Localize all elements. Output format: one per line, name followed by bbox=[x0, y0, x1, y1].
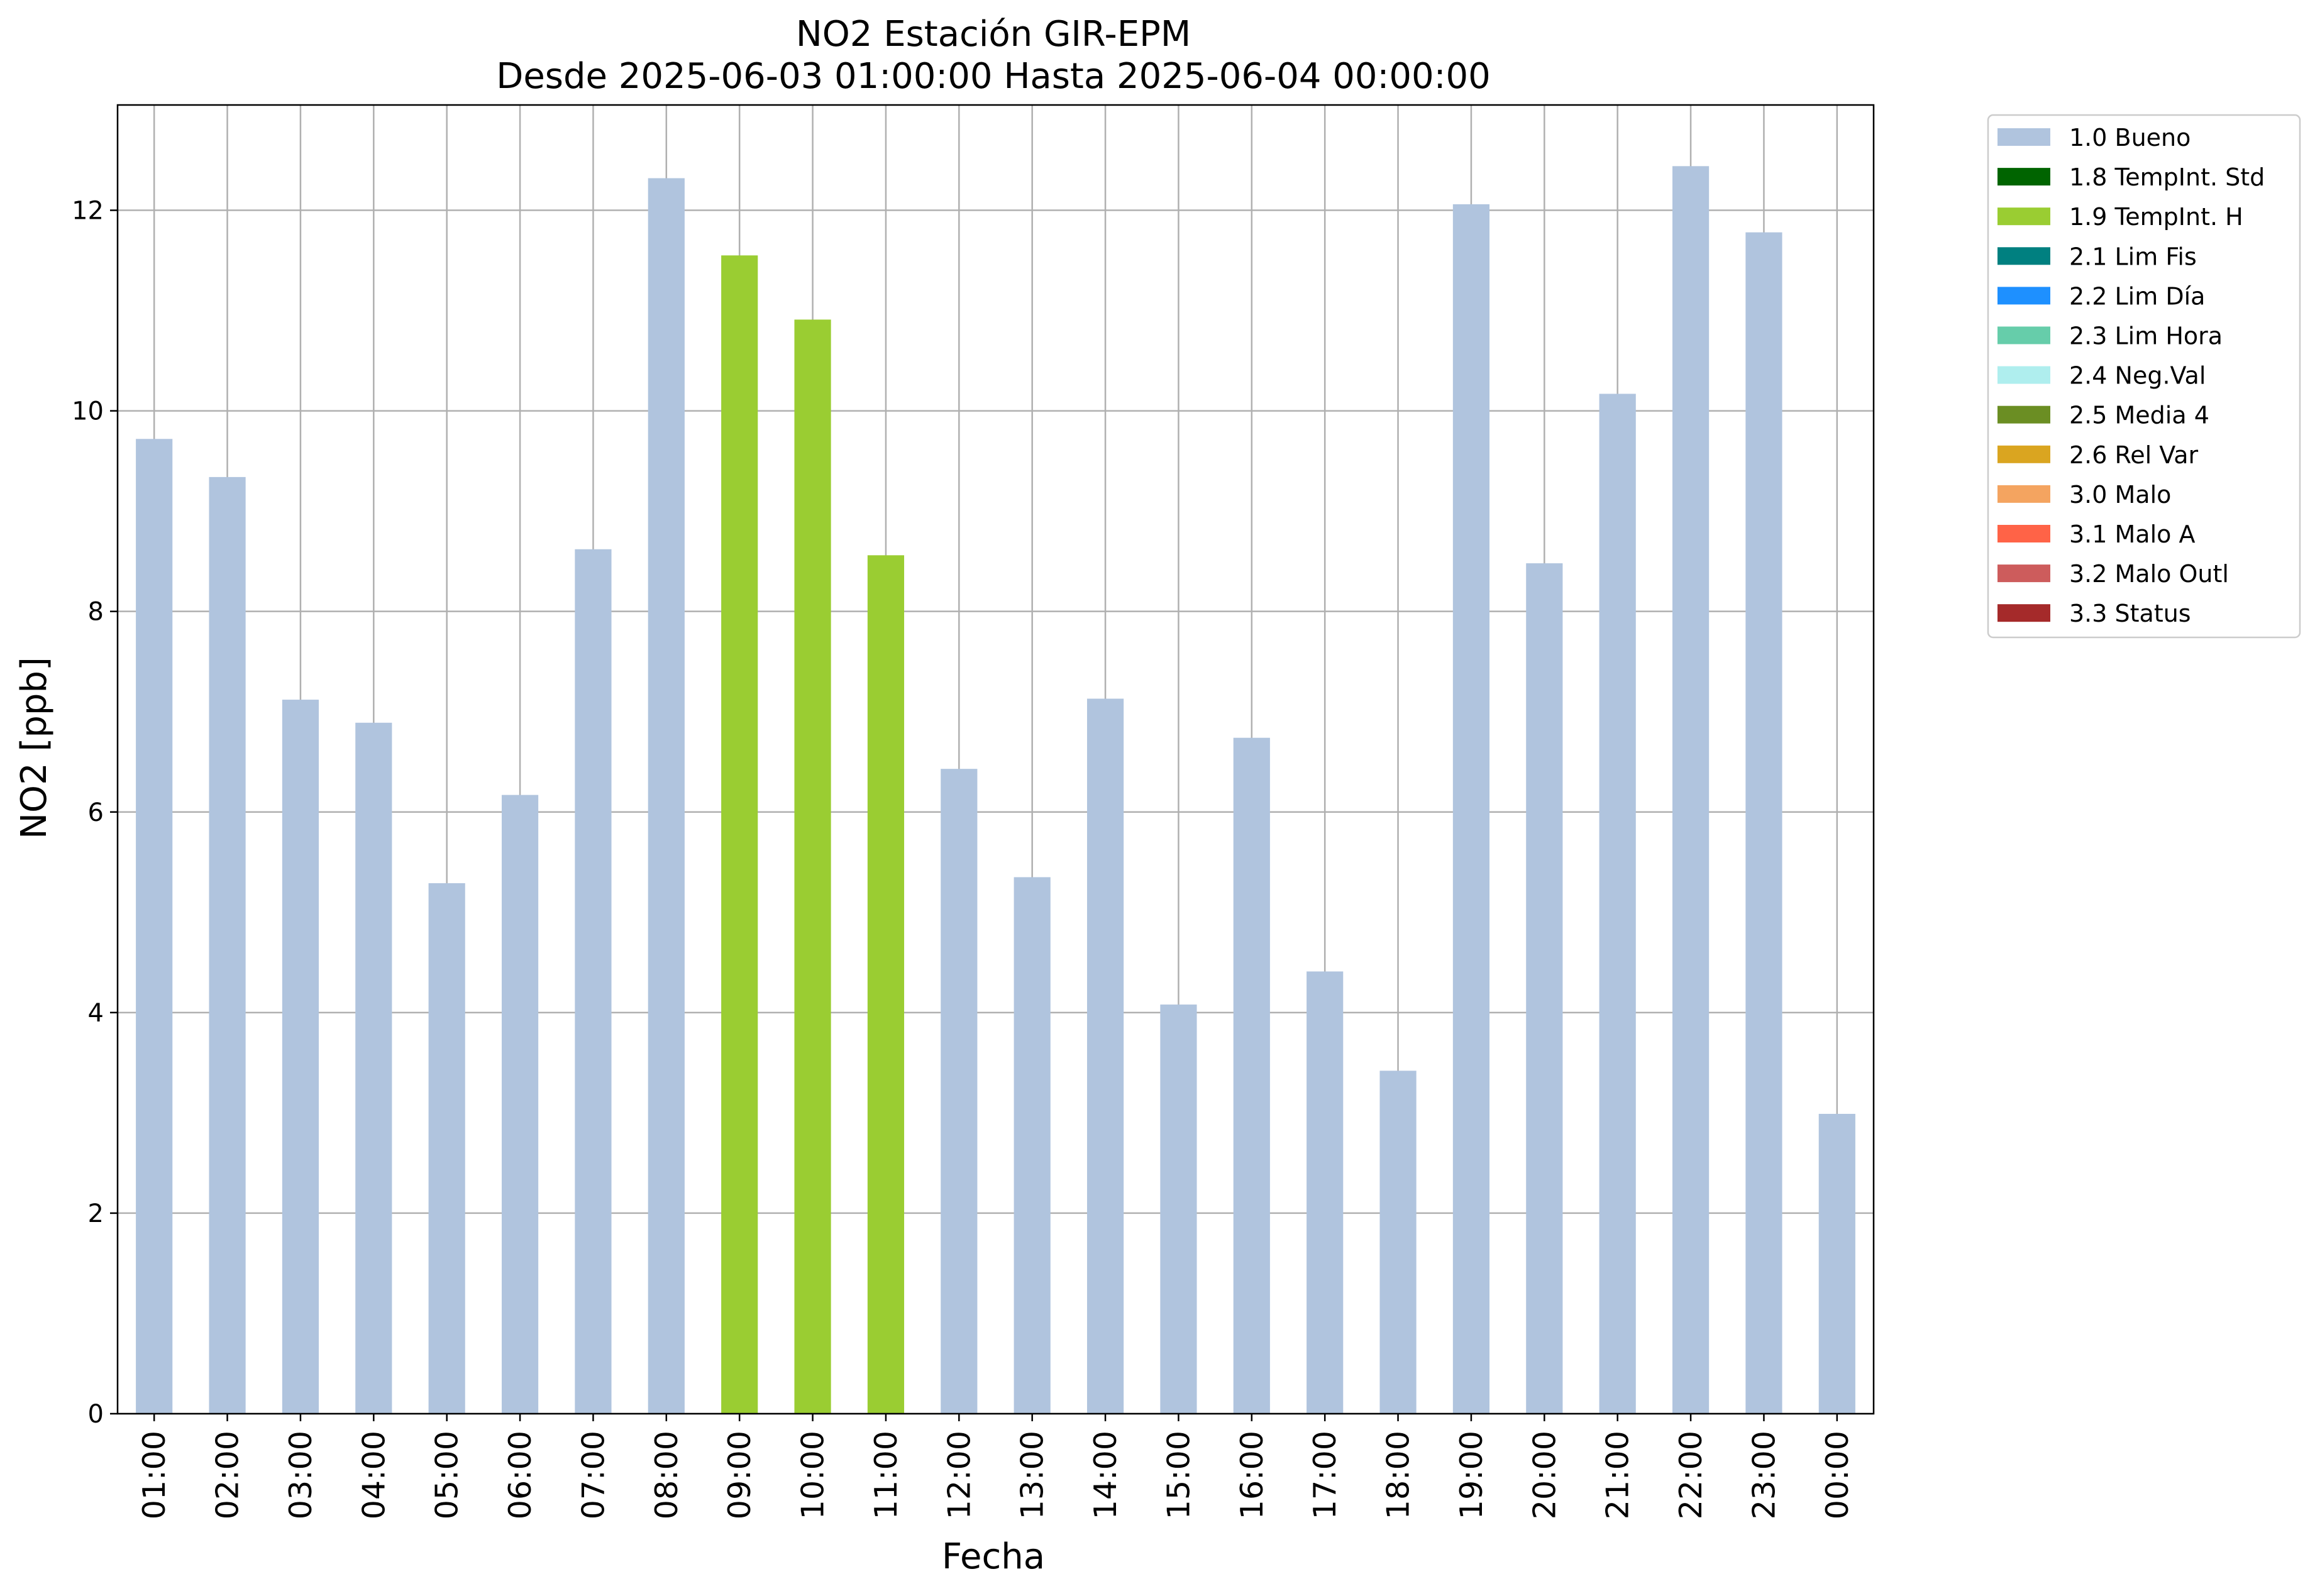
x-tick-label: 10:00 bbox=[795, 1431, 831, 1519]
x-tick-label: 00:00 bbox=[1820, 1431, 1855, 1519]
bar bbox=[1014, 877, 1051, 1414]
bar bbox=[721, 255, 758, 1414]
x-tick-label: 06:00 bbox=[502, 1431, 538, 1519]
legend-label: 3.3 Status bbox=[2069, 600, 2191, 627]
x-tick-label: 02:00 bbox=[210, 1431, 246, 1519]
y-tick-label: 10 bbox=[72, 397, 104, 426]
legend-label: 2.4 Neg.Val bbox=[2069, 362, 2206, 390]
legend-swatch bbox=[1997, 525, 2050, 542]
x-tick-label: 05:00 bbox=[429, 1431, 465, 1519]
legend-swatch bbox=[1997, 366, 2050, 384]
x-tick-label: 14:00 bbox=[1088, 1431, 1124, 1519]
bar bbox=[1086, 698, 1124, 1414]
bar bbox=[941, 769, 978, 1414]
legend-swatch bbox=[1997, 405, 2050, 424]
bar bbox=[1599, 393, 1636, 1414]
y-tick-label: 4 bbox=[88, 999, 104, 1028]
legend-swatch bbox=[1997, 445, 2050, 463]
x-tick-label: 08:00 bbox=[649, 1431, 685, 1519]
bar bbox=[867, 555, 905, 1414]
x-tick-label: 03:00 bbox=[283, 1431, 319, 1519]
legend-label: 2.3 Lim Hora bbox=[2069, 322, 2223, 350]
legend-label: 3.1 Malo A bbox=[2069, 520, 2195, 548]
bar bbox=[1233, 737, 1270, 1414]
y-tick-label: 8 bbox=[88, 598, 104, 627]
legend: 1.0 Bueno 1.8 TempInt. Std 1.9 TempInt. H 2… bbox=[1987, 114, 2301, 639]
x-tick-label: 11:00 bbox=[868, 1431, 904, 1519]
x-tick-label: 16:00 bbox=[1234, 1431, 1270, 1519]
bar bbox=[1160, 1004, 1197, 1414]
x-axis-label: Fecha bbox=[942, 1536, 1045, 1577]
legend-swatch bbox=[1997, 207, 2050, 226]
bar bbox=[1379, 1070, 1417, 1414]
x-tick-label: 20:00 bbox=[1527, 1431, 1562, 1519]
legend-swatch bbox=[1997, 485, 2050, 503]
bar bbox=[1745, 232, 1782, 1414]
chart-subtitle: Desde 2025-06-03 01:00:00 Hasta 2025-06-… bbox=[496, 56, 1491, 97]
x-tick-label: 07:00 bbox=[575, 1431, 611, 1519]
chart-title: NO2 Estación GIR-EPM bbox=[796, 14, 1191, 55]
x-tick-label: 22:00 bbox=[1673, 1431, 1709, 1519]
y-tick-label: 12 bbox=[72, 197, 104, 226]
bar bbox=[1452, 204, 1490, 1414]
x-tick-label: 23:00 bbox=[1746, 1431, 1782, 1519]
bar bbox=[1672, 166, 1710, 1414]
legend-label: 1.9 TempInt. H bbox=[2069, 203, 2243, 231]
x-tick-label: 18:00 bbox=[1381, 1431, 1417, 1519]
y-tick-label: 0 bbox=[88, 1400, 104, 1429]
bar bbox=[794, 319, 831, 1414]
legend-swatch bbox=[1997, 604, 2050, 622]
legend-label: 1.0 Bueno bbox=[2069, 124, 2191, 151]
y-tick-label: 2 bbox=[88, 1199, 104, 1228]
legend-frame bbox=[1987, 114, 2301, 639]
x-axis: 01:00 02:00 03:00 04:00 05:00 06:00 07:00 08:00… bbox=[136, 1414, 1855, 1519]
bar bbox=[355, 722, 392, 1414]
legend-label: 2.5 Media 4 bbox=[2069, 402, 2209, 429]
legend-swatch bbox=[1997, 326, 2050, 344]
y-axis: 0 2 4 6 8 10 12 bbox=[72, 197, 118, 1429]
x-tick-label: 04:00 bbox=[356, 1431, 392, 1519]
plot-frame bbox=[116, 104, 1875, 1415]
legend-label: 2.1 Lim Fis bbox=[2069, 243, 2197, 270]
x-tick-label: 19:00 bbox=[1454, 1431, 1489, 1519]
x-tick-label: 15:00 bbox=[1161, 1431, 1196, 1519]
legend-swatch bbox=[1997, 168, 2050, 186]
x-tick-label: 01:00 bbox=[136, 1431, 172, 1519]
legend-label: 3.2 Malo Outl bbox=[2069, 560, 2229, 588]
x-tick-label: 12:00 bbox=[941, 1431, 977, 1519]
x-tick-label: 13:00 bbox=[1015, 1431, 1051, 1519]
legend-swatch bbox=[1997, 128, 2050, 146]
x-tick-label: 21:00 bbox=[1600, 1431, 1636, 1519]
bar bbox=[136, 439, 173, 1414]
legend-swatch bbox=[1997, 287, 2050, 305]
bars bbox=[136, 166, 1855, 1414]
bar bbox=[501, 795, 539, 1414]
y-tick-label: 6 bbox=[88, 798, 104, 827]
legend-label: 2.2 Lim Día bbox=[2069, 282, 2205, 310]
bar bbox=[209, 476, 246, 1414]
legend-swatch bbox=[1997, 247, 2050, 265]
bar bbox=[648, 178, 685, 1414]
bar bbox=[575, 549, 612, 1414]
bar bbox=[1526, 563, 1563, 1414]
legend-label: 2.6 Rel Var bbox=[2069, 441, 2199, 469]
x-tick-label: 09:00 bbox=[722, 1431, 758, 1519]
legend-swatch bbox=[1997, 564, 2050, 583]
x-tick-label: 17:00 bbox=[1307, 1431, 1343, 1519]
bar bbox=[282, 700, 319, 1414]
y-axis-label: NO2 [ppb] bbox=[14, 657, 55, 839]
bar bbox=[428, 883, 465, 1414]
bar bbox=[1307, 971, 1344, 1414]
bar bbox=[1818, 1113, 1855, 1414]
legend-label: 3.0 Malo bbox=[2069, 481, 2171, 509]
legend-label: 1.8 TempInt. Std bbox=[2069, 163, 2265, 191]
